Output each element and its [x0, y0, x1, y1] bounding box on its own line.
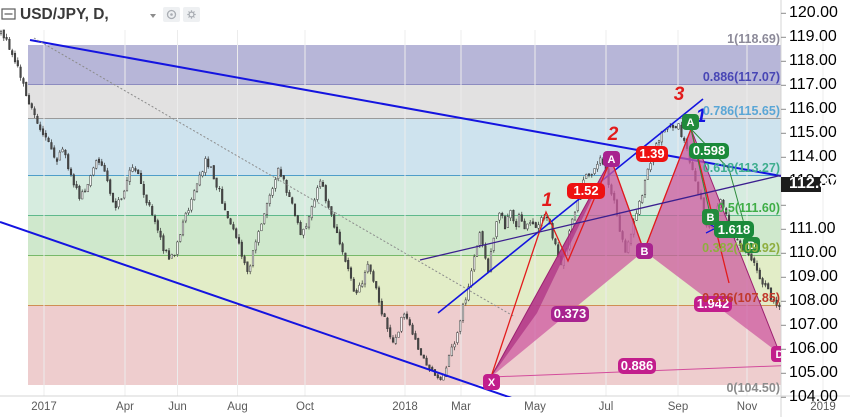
- svg-text:Oct: Oct: [296, 401, 315, 413]
- svg-text:118.00: 118.00: [789, 52, 837, 69]
- svg-text:Sep: Sep: [668, 401, 688, 413]
- svg-text:USD/JPY, D,: USD/JPY, D,: [20, 6, 109, 23]
- svg-text:111.00: 111.00: [789, 220, 836, 237]
- svg-text:0(104.50): 0(104.50): [726, 381, 780, 395]
- svg-text:0.786(115.65): 0.786(115.65): [703, 104, 780, 118]
- svg-text:1(118.69): 1(118.69): [727, 32, 780, 46]
- svg-text:0.382(109.92): 0.382(109.92): [702, 241, 780, 255]
- svg-text:105.00: 105.00: [789, 364, 838, 381]
- svg-text:106.00: 106.00: [789, 340, 838, 357]
- svg-text:0.373: 0.373: [554, 306, 587, 321]
- svg-text:119.00: 119.00: [789, 28, 837, 45]
- svg-text:2017: 2017: [31, 401, 57, 413]
- svg-text:A: A: [608, 154, 616, 166]
- svg-text:B: B: [707, 212, 715, 224]
- svg-text:108.00: 108.00: [789, 292, 838, 309]
- svg-text:1.618: 1.618: [718, 222, 751, 237]
- svg-text:117.00: 117.00: [789, 76, 837, 93]
- svg-text:112.87: 112.87: [789, 175, 837, 192]
- svg-text:Mar: Mar: [451, 401, 471, 413]
- svg-text:B: B: [641, 246, 649, 258]
- svg-text:0.886: 0.886: [621, 358, 654, 373]
- svg-text:0.598: 0.598: [693, 143, 726, 158]
- svg-text:107.00: 107.00: [789, 316, 838, 333]
- svg-text:2: 2: [607, 124, 619, 145]
- svg-text:114.00: 114.00: [789, 148, 837, 165]
- svg-text:116.00: 116.00: [789, 100, 837, 117]
- svg-text:Aug: Aug: [227, 401, 247, 413]
- svg-text:0.618(113.27): 0.618(113.27): [703, 161, 780, 175]
- svg-text:109.00: 109.00: [789, 268, 838, 285]
- svg-text:110.00: 110.00: [789, 244, 837, 261]
- svg-text:D: D: [776, 349, 784, 361]
- svg-text:115.00: 115.00: [789, 124, 837, 141]
- svg-text:0.236(107.85): 0.236(107.85): [702, 291, 780, 305]
- svg-text:Jun: Jun: [168, 401, 187, 413]
- svg-text:Nov: Nov: [737, 401, 758, 413]
- svg-text:104.00: 104.00: [789, 388, 838, 405]
- svg-text:0.886(117.07): 0.886(117.07): [703, 70, 780, 84]
- svg-text:3: 3: [674, 84, 685, 105]
- svg-text:A: A: [687, 117, 695, 129]
- svg-text:0.5(111.60): 0.5(111.60): [717, 201, 780, 215]
- svg-text:Apr: Apr: [116, 401, 134, 413]
- svg-text:X: X: [488, 377, 496, 389]
- svg-text:1: 1: [542, 190, 553, 211]
- svg-text:1.52: 1.52: [573, 183, 598, 198]
- svg-text:2018: 2018: [392, 401, 418, 413]
- svg-text:120.00: 120.00: [789, 4, 838, 21]
- svg-text:1.39: 1.39: [639, 146, 664, 161]
- svg-text:Jul: Jul: [599, 401, 614, 413]
- svg-text:May: May: [524, 401, 546, 413]
